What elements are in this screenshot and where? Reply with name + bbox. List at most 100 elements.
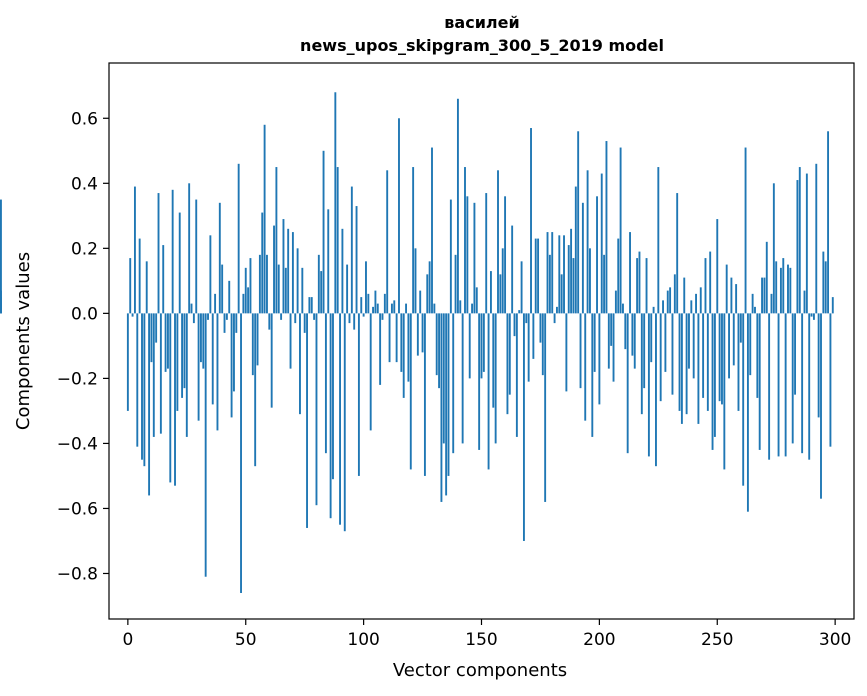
bar (824, 261, 827, 314)
bar (598, 313, 601, 405)
bar (256, 313, 259, 366)
bar (475, 287, 478, 314)
bar (423, 313, 426, 476)
bar (751, 293, 754, 314)
bar (732, 313, 735, 366)
bar (454, 254, 457, 314)
bar (289, 313, 292, 369)
bar (640, 313, 643, 415)
bar (416, 313, 419, 356)
bar (492, 313, 495, 408)
bar (367, 293, 370, 314)
bar (798, 167, 801, 314)
bar (643, 313, 646, 389)
bar (541, 313, 544, 376)
bar (636, 258, 639, 314)
bar (723, 313, 726, 470)
bar (268, 313, 271, 330)
y-tick-label: 0.6 (71, 109, 98, 129)
bar (716, 219, 719, 314)
bar (827, 131, 830, 314)
bar (211, 313, 214, 405)
bar (666, 290, 669, 314)
bar (310, 297, 313, 314)
bar (768, 313, 771, 460)
bar (327, 209, 330, 314)
bar (388, 313, 391, 363)
bar (273, 225, 275, 314)
bar (461, 313, 464, 444)
bar (511, 225, 514, 314)
bar (796, 180, 799, 314)
bar (190, 303, 193, 314)
bar (471, 303, 474, 314)
bar (584, 313, 587, 421)
bar (603, 254, 606, 314)
bar (831, 297, 834, 314)
bar (181, 313, 184, 398)
bar (504, 196, 507, 314)
y-tick-label: −0.4 (57, 434, 98, 454)
bar (223, 313, 226, 333)
bar (506, 313, 509, 415)
bar (291, 232, 294, 314)
bar (188, 183, 191, 314)
bar (129, 258, 132, 314)
bar (744, 147, 747, 314)
bar (695, 293, 697, 314)
bar (131, 313, 134, 317)
bar (308, 297, 311, 314)
bar (777, 313, 780, 457)
bar (332, 313, 334, 480)
bar (638, 251, 641, 314)
bar (779, 267, 782, 314)
bar (138, 238, 141, 314)
bar (515, 313, 518, 437)
bar (765, 241, 768, 314)
bar (596, 196, 598, 314)
bar (428, 261, 431, 314)
bar (176, 313, 179, 411)
bar (690, 300, 693, 314)
bar (645, 258, 648, 314)
bar (761, 277, 763, 314)
bar (572, 258, 575, 314)
bar (735, 284, 738, 314)
y-tick-label: −0.2 (57, 369, 98, 389)
bar (713, 313, 716, 437)
bar (683, 277, 686, 314)
bar (320, 271, 323, 314)
bar (449, 199, 452, 314)
bar (612, 313, 615, 382)
bar (287, 228, 290, 314)
bar (739, 313, 742, 343)
bar (539, 313, 542, 343)
chart-title: василей (444, 13, 519, 32)
bar (742, 313, 745, 486)
bar (447, 313, 450, 476)
bar (633, 313, 636, 369)
bar (301, 267, 304, 314)
x-tick-label: 250 (701, 630, 733, 650)
bar (527, 313, 530, 382)
bar (650, 313, 653, 363)
bar (376, 303, 379, 314)
bar (520, 261, 523, 314)
bar (155, 313, 158, 343)
bar (379, 313, 382, 385)
bar (230, 313, 233, 418)
bars-group (0, 92, 834, 593)
bar (497, 170, 499, 314)
bar (270, 313, 273, 408)
bar (202, 313, 205, 369)
bar (306, 313, 308, 528)
bar (697, 313, 700, 424)
chart-subtitle: news_upos_skipgram_300_5_2019 model (300, 36, 664, 55)
bar (775, 261, 778, 314)
x-tick-label: 150 (465, 630, 497, 650)
x-tick-label: 300 (819, 630, 851, 650)
bar (468, 313, 471, 379)
bar (812, 313, 815, 320)
bar (548, 254, 551, 314)
bar (143, 313, 146, 467)
